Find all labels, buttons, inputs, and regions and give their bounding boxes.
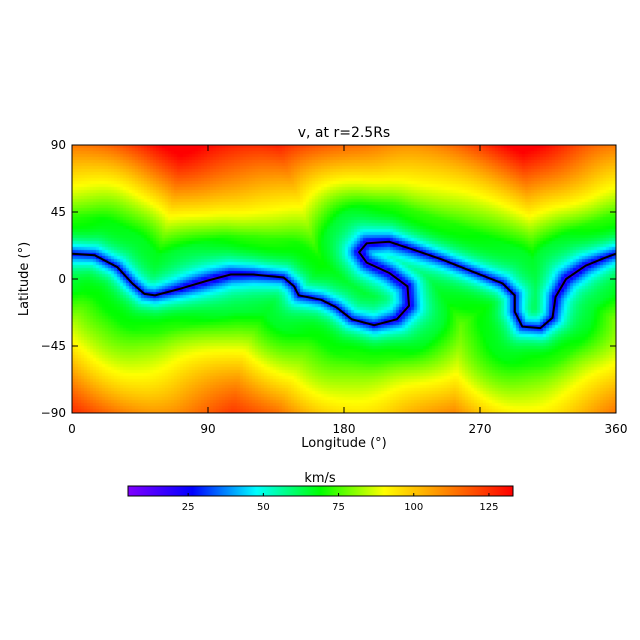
neutral-line (71, 240, 617, 330)
colorbar-axis: 25 50 75 100 125 (182, 493, 498, 513)
colorbar-frame (127, 485, 514, 497)
colorbar-tick-label: 75 (332, 502, 345, 513)
y-tick-label: 90 (51, 138, 66, 152)
y-axis-label: Latitude (°) (17, 242, 32, 316)
colorbar-tick-label: 50 (257, 502, 270, 513)
y-tick-label: 0 (58, 272, 66, 286)
x-axis: 0 90 180 270 360 (68, 145, 627, 436)
x-tick-label: 360 (605, 422, 628, 436)
colorbar-fo (128, 486, 513, 496)
x-tick-label: 0 (68, 422, 76, 436)
colorbar (128, 486, 513, 496)
y-axis: 90 45 0 −45 −90 (41, 138, 616, 420)
chart-title: v, at r=2.5Rs (298, 125, 390, 141)
y-tick-label: −45 (41, 339, 66, 353)
plot-area-fo (72, 145, 616, 413)
x-axis-label: Longitude (°) (301, 436, 386, 451)
colorbar-label: km/s (304, 471, 336, 486)
colorbar-tick-label: 125 (479, 502, 498, 513)
x-tick-label: 270 (469, 422, 492, 436)
y-tick-label: −90 (41, 406, 66, 420)
colorbar-tick-label: 100 (404, 502, 423, 513)
heatmap (72, 145, 616, 413)
colorbar-tick-label: 25 (182, 502, 195, 513)
y-tick-label: 45 (51, 205, 66, 219)
x-tick-label: 180 (333, 422, 356, 436)
x-tick-label: 90 (200, 422, 215, 436)
